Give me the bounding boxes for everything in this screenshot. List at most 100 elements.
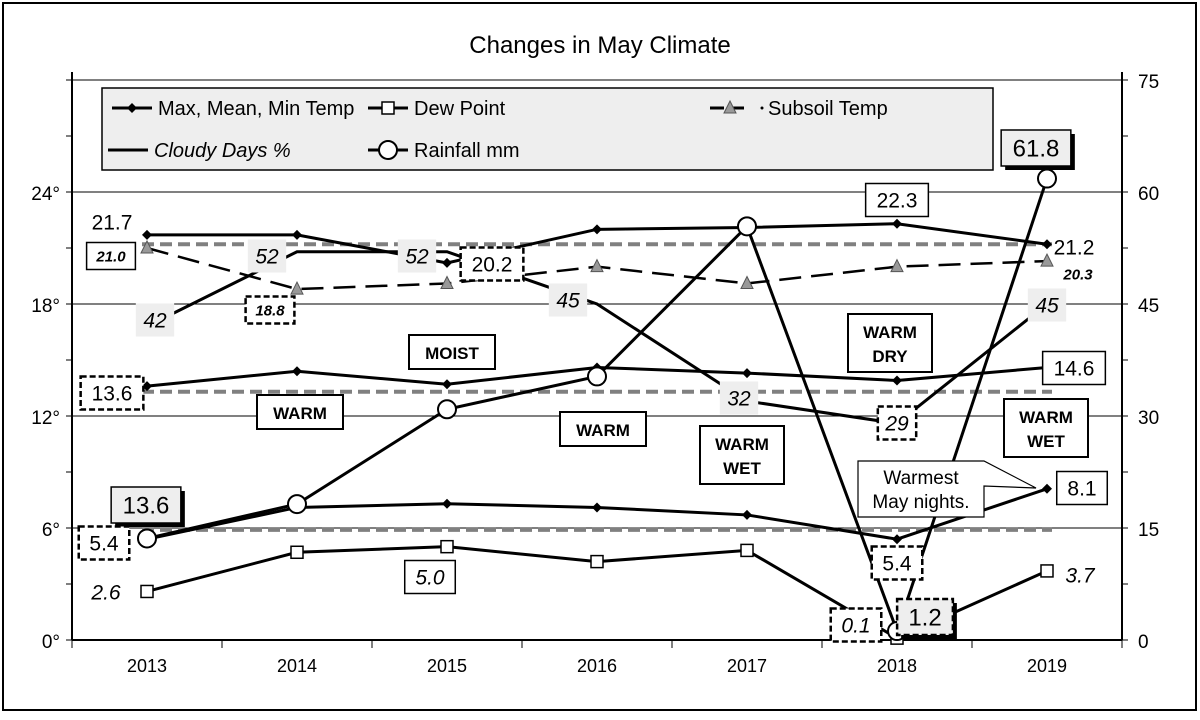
label-box	[1055, 470, 1109, 506]
circle-marker	[587, 366, 607, 387]
square-marker	[440, 539, 454, 554]
data-label: 8.1	[1055, 470, 1109, 506]
legend	[101, 87, 994, 171]
x-tick-label: 2017	[727, 656, 767, 676]
circle-marker	[378, 140, 398, 160]
diamond-marker	[142, 229, 152, 240]
square-marker	[381, 101, 395, 115]
y-right-tick-label: 30	[1138, 408, 1159, 429]
square-marker	[290, 545, 304, 560]
label-text: 5.0	[415, 567, 445, 590]
annotation-text: WARM	[715, 435, 769, 454]
legend-label: Rainfall mm	[414, 140, 520, 162]
annotation-text: WET	[723, 459, 761, 478]
annotation-warm-wet: WARM WET	[699, 425, 785, 485]
annotation-text: WARM	[576, 421, 630, 440]
label-text: 3.7	[1065, 565, 1096, 588]
data-label: 14.6	[1041, 350, 1107, 386]
y-right-tick-label: 0	[1138, 632, 1149, 653]
label-box	[135, 303, 175, 337]
diamond-marker	[592, 502, 602, 513]
y-left-tick-label: 12°	[31, 408, 60, 429]
data-label: 3.7	[1065, 565, 1096, 588]
data-label: 5.4	[77, 525, 131, 561]
label-box	[829, 607, 883, 643]
label-text: 20.3	[1062, 266, 1093, 283]
data-label: 5.4	[870, 545, 924, 581]
data-label: 13.6	[79, 375, 145, 411]
triangle-marker	[140, 239, 154, 254]
label-box	[459, 246, 525, 282]
chart-title: Changes in May Climate	[469, 32, 730, 59]
annotation-text: WARM	[1019, 408, 1073, 427]
label-text: 42	[143, 310, 167, 333]
legend-label: Max, Mean, Min Temp	[158, 98, 354, 120]
annotation-text: DRY	[872, 347, 908, 366]
label-text: 1.2	[908, 605, 941, 632]
label-box	[876, 405, 918, 441]
triangle-marker	[890, 258, 904, 273]
data-label: 21.0	[85, 241, 137, 271]
square-marker	[140, 584, 154, 599]
legend-item-dew-point: Dew Point	[368, 98, 506, 120]
square-marker	[1040, 564, 1054, 578]
legend-item-cloudy: Cloudy Days %	[108, 140, 291, 162]
circle-marker	[137, 528, 157, 549]
label-text: 22.3	[877, 190, 918, 213]
label-box	[79, 375, 145, 411]
data-label: 45	[1027, 288, 1067, 322]
x-tick-label: 2016	[577, 656, 617, 676]
data-label: 1.2	[895, 597, 957, 639]
square-marker	[590, 554, 604, 569]
annotation-box	[408, 334, 496, 370]
label-text: 21.2	[1054, 237, 1095, 260]
legend-label: Dew Point	[414, 98, 506, 120]
triangle-marker	[590, 258, 604, 273]
label-text: 13.6	[92, 383, 133, 406]
data-label: 52	[247, 239, 287, 273]
legend-dot	[760, 106, 764, 110]
annotation-box	[1003, 398, 1089, 458]
label-box	[1041, 350, 1107, 386]
data-label: 42	[135, 303, 175, 337]
y-right-tick-label: 15	[1138, 520, 1159, 541]
diamond-marker	[442, 379, 452, 390]
label-box	[110, 486, 182, 524]
annotation-box	[559, 411, 647, 447]
triangle-marker	[1040, 252, 1054, 267]
callout-text: May nights.	[872, 492, 969, 513]
x-tick-label: 2019	[1027, 656, 1067, 676]
label-text: 5.4	[882, 553, 912, 576]
callout-warmest-nights: Warmest May nights.	[857, 460, 1037, 518]
label-box	[403, 559, 457, 595]
legend-label: Cloudy Days %	[154, 140, 291, 162]
x-tick-label: 2014	[277, 656, 317, 676]
y-left-tick-label: 18°	[31, 296, 60, 317]
diamond-marker	[892, 534, 902, 545]
annotation-box	[847, 313, 933, 373]
legend-label: Subsoil Temp	[768, 98, 888, 120]
y-right-tick-label: 45	[1138, 296, 1159, 317]
y-right-tick-label: 60	[1138, 184, 1159, 205]
data-label: 61.8	[1000, 129, 1075, 170]
label-text: 14.6	[1054, 358, 1095, 381]
x-tick-label: 2015	[427, 656, 467, 676]
label-text: 5.4	[89, 533, 119, 556]
data-label: 21.2	[1054, 237, 1095, 260]
diamond-marker	[892, 218, 902, 229]
label-text: 13.6	[123, 493, 170, 520]
annotation-text: MOIST	[425, 344, 479, 363]
y-right-tick-label: 75	[1138, 72, 1159, 93]
label-box	[85, 241, 137, 271]
annotation-box	[699, 425, 785, 485]
label-text: 29	[884, 413, 909, 436]
diamond-marker	[292, 366, 302, 377]
callout-text: Warmest	[883, 468, 959, 489]
label-text: 8.1	[1067, 478, 1096, 501]
label-box	[1027, 288, 1067, 322]
label-box	[719, 381, 759, 415]
circle-marker	[1037, 168, 1057, 189]
annotation-text: WARM	[273, 404, 327, 423]
